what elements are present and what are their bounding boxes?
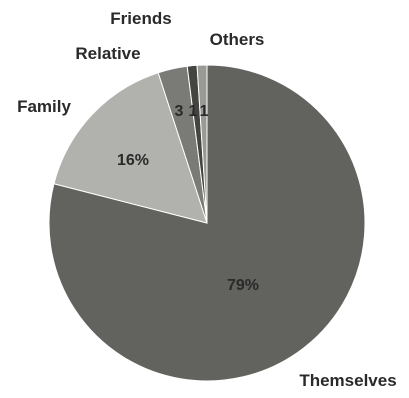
slice-category-label-friends: Friends: [110, 9, 171, 28]
slice-category-label-themselves: Themselves: [299, 371, 396, 390]
slice-value-label-others: 1: [200, 103, 209, 120]
slice-category-label-relative: Relative: [75, 44, 140, 63]
pie-slice-themselves: [48, 64, 366, 382]
slice-category-label-family: Family: [17, 97, 71, 116]
pie-slice-others: [196, 64, 208, 224]
slice-value-label-friends: 1: [189, 103, 198, 120]
slice-value-label-family: 16%: [117, 152, 149, 169]
slice-category-label-others: Others: [210, 30, 265, 49]
slice-value-label-relative: 3: [175, 103, 184, 120]
slice-value-label-themselves: 79%: [227, 277, 259, 294]
pie-slice-family: [53, 72, 208, 224]
